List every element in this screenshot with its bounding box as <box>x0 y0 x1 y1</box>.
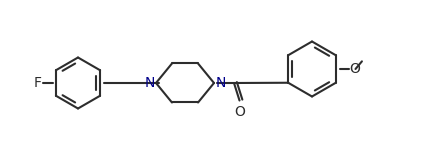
Text: F: F <box>34 76 42 90</box>
Text: N: N <box>215 76 226 90</box>
Text: N: N <box>144 76 154 90</box>
Text: O: O <box>350 62 360 76</box>
Text: O: O <box>234 105 246 119</box>
